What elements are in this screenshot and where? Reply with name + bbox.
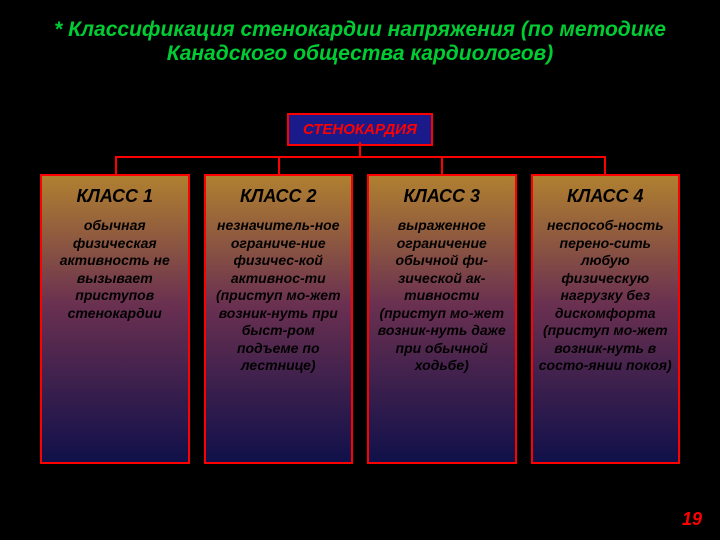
- root-label: СТЕНОКАРДИЯ: [303, 121, 417, 138]
- slide-number: 19: [682, 509, 702, 530]
- class-3-body: выраженное ограничение обычной фи-зическ…: [369, 215, 515, 462]
- class-3-head: КЛАСС 3: [369, 176, 515, 215]
- connector-root-down: [359, 142, 361, 156]
- class-1-body: обычная физическая активность не вызывае…: [42, 215, 188, 462]
- class-4-head: КЛАСС 4: [533, 176, 679, 215]
- class-2-body: незначитель-ное ограниче-ние физичес-кой…: [206, 215, 352, 462]
- class-1-head: КЛАСС 1: [42, 176, 188, 215]
- slide-title: * Классификация стенокардии напряжения (…: [30, 18, 690, 66]
- connector-col4: [604, 156, 606, 174]
- class-2-head: КЛАСС 2: [206, 176, 352, 215]
- class-4-body: неспособ-ность перено-сить любую физичес…: [533, 215, 679, 462]
- connector-col3: [441, 156, 443, 174]
- title-line1: * Классификация стенокардии напряжения (…: [30, 18, 690, 42]
- title-line2: Канадского общества кардиологов): [30, 42, 690, 66]
- class-1-box: КЛАСС 1 обычная физическая активность не…: [40, 174, 190, 464]
- class-columns: КЛАСС 1 обычная физическая активность не…: [40, 174, 680, 464]
- connector-col2: [278, 156, 280, 174]
- connector-horizontal: [115, 156, 605, 158]
- connector-col1: [115, 156, 117, 174]
- class-4-box: КЛАСС 4 неспособ-ность перено-сить любую…: [531, 174, 681, 464]
- class-2-box: КЛАСС 2 незначитель-ное ограниче-ние физ…: [204, 174, 354, 464]
- class-3-box: КЛАСС 3 выраженное ограничение обычной ф…: [367, 174, 517, 464]
